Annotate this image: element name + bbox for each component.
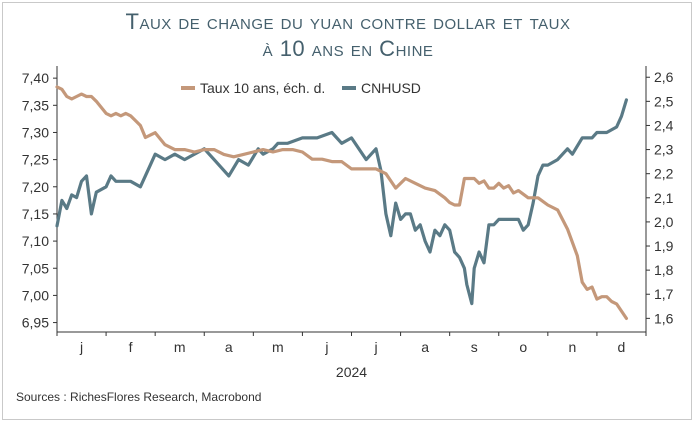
x-axis-title: 2024 (336, 364, 367, 380)
right-tick-label: 2,6 (654, 69, 674, 85)
left-tick-label: 7,10 (22, 233, 49, 249)
right-tick-label: 1,8 (654, 262, 674, 278)
x-tick-label: n (568, 339, 576, 355)
left-tick-label: 7,30 (22, 124, 49, 140)
left-tick-label: 6,95 (22, 315, 49, 331)
legend-label: CNHUSD (361, 80, 421, 96)
x-tick-label: d (618, 339, 626, 355)
right-tick-label: 2,1 (654, 190, 674, 206)
x-tick-label: j (324, 339, 328, 355)
series-line-taux-10-ans (55, 85, 629, 320)
x-tick-label: s (471, 339, 478, 355)
x-tick-label: f (129, 339, 133, 355)
left-tick-label: 7,00 (22, 287, 49, 303)
left-tick-label: 7,15 (22, 206, 49, 222)
chart-title: Taux de change du yuan contre dollar et … (0, 8, 696, 62)
chart-frame (2, 2, 692, 420)
x-tick-label: o (519, 339, 527, 355)
right-tick-label: 1,9 (654, 238, 674, 254)
right-tick-label: 2,0 (654, 214, 674, 230)
right-tick-label: 2,2 (654, 166, 674, 182)
right-tick-label: 2,5 (654, 93, 674, 109)
left-tick-label: 7,25 (22, 152, 49, 168)
x-tick-label: m (174, 339, 186, 355)
right-tick-label: 2,4 (654, 117, 674, 133)
legend-label: Taux 10 ans, éch. d. (200, 80, 325, 96)
right-tick-label: 1,6 (654, 310, 674, 326)
left-tick-label: 7,05 (22, 260, 49, 276)
source-note: Sources : RichesFlores Research, Macrobo… (16, 390, 262, 404)
title-line-2: à 10 ans en Chine (262, 36, 434, 61)
left-tick-label: 7,35 (22, 97, 49, 113)
x-tick-label: j (373, 339, 377, 355)
x-tick-label: a (225, 339, 233, 355)
x-tick-label: m (272, 339, 284, 355)
x-tick-label: a (421, 339, 429, 355)
title-line-1: Taux de change du yuan contre dollar et … (125, 9, 571, 34)
x-tick-label: j (79, 339, 83, 355)
left-tick-label: 7,20 (22, 179, 49, 195)
left-tick-label: 7,40 (22, 70, 49, 86)
right-tick-label: 2,3 (654, 142, 674, 158)
series-line-cnhusd (55, 98, 629, 306)
right-tick-label: 1,7 (654, 286, 674, 302)
